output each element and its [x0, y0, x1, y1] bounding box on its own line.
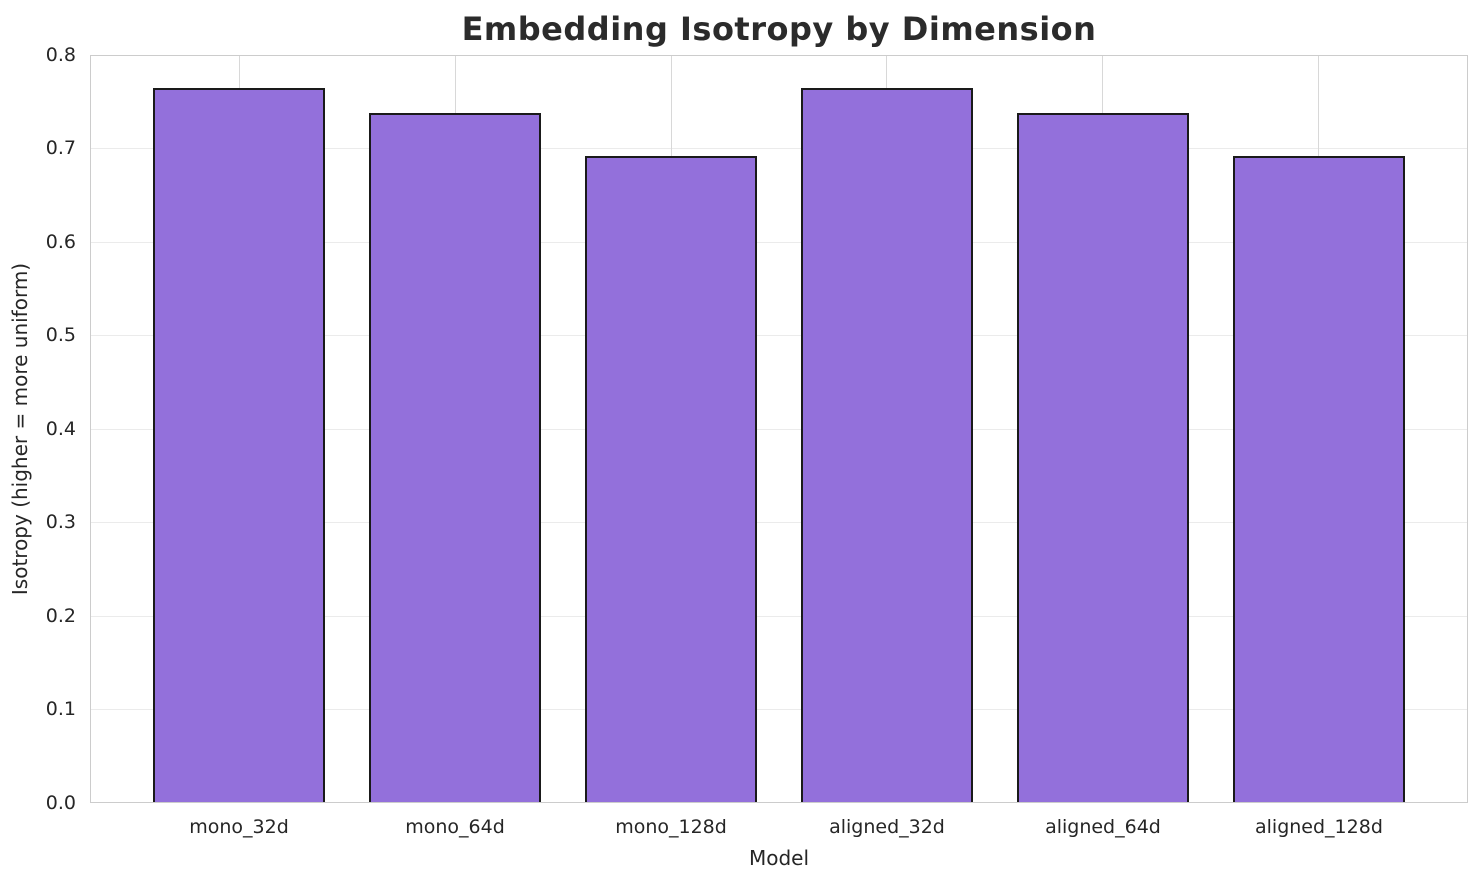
ytick-label-0.1: 0.1: [45, 698, 76, 720]
gridline-y-0.2: [90, 615, 1468, 617]
xtick-label-aligned_64d: aligned_64d: [1045, 816, 1161, 838]
chart-title: Embedding Isotropy by Dimension: [461, 10, 1097, 48]
gridline-y-0.3: [90, 522, 1468, 523]
xtick-label-aligned_128d: aligned_128d: [1255, 816, 1383, 838]
gridline-y-0.7: [90, 148, 1468, 149]
bar-aligned_64d: [1016, 112, 1190, 803]
xtick-label-mono_32d: mono_32d: [189, 816, 289, 838]
bar-mono_64d: [368, 112, 542, 803]
ytick-label-0.4: 0.4: [45, 417, 76, 440]
xtick-label-mono_64d: mono_64d: [405, 816, 505, 838]
plot-area: [90, 55, 1468, 803]
ytick-label-0.0: 0.0: [45, 791, 76, 814]
ytick-label-0.5: 0.5: [45, 324, 76, 346]
xtick-label-aligned_32d: aligned_32d: [829, 816, 945, 838]
ytick-label-0.3: 0.3: [45, 511, 76, 533]
x-axis-label: Model: [748, 846, 810, 870]
gridline-y-0.1: [90, 709, 1468, 710]
xtick-label-mono_128d: mono_128d: [615, 816, 727, 838]
bar-aligned_32d: [800, 87, 974, 803]
ytick-label-0.8: 0.8: [45, 43, 76, 66]
gridline-y-0.5: [90, 335, 1468, 336]
bar-aligned_128d: [1232, 155, 1406, 803]
bar-mono_128d: [584, 155, 758, 803]
gridline-y-0.6: [90, 241, 1468, 243]
gridline-y-0.4: [90, 428, 1468, 430]
ytick-label-0.7: 0.7: [45, 137, 76, 159]
ytick-label-0.6: 0.6: [45, 230, 76, 253]
bar-mono_32d: [152, 87, 326, 803]
ytick-label-0.2: 0.2: [45, 604, 76, 627]
